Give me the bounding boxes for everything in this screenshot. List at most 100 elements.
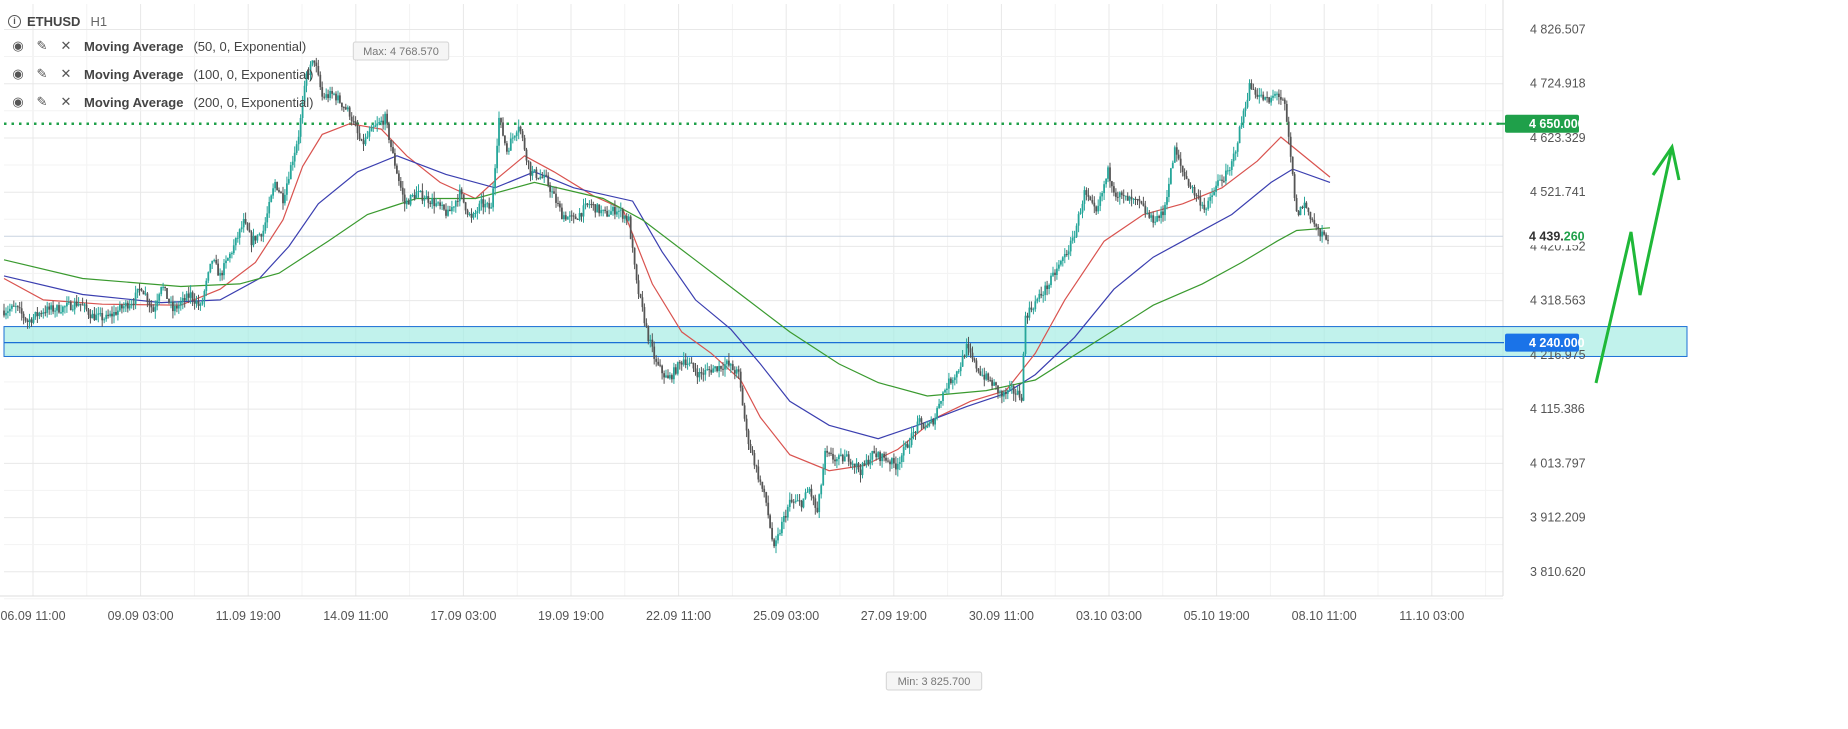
candle-body [582, 205, 585, 217]
close-icon[interactable]: ✕ [60, 38, 72, 53]
candle-body [521, 131, 524, 138]
candle-body [1193, 187, 1196, 196]
candle-body [54, 310, 56, 312]
candle-body [967, 344, 970, 349]
candle-body [248, 229, 251, 233]
close-icon[interactable]: ✕ [60, 66, 72, 81]
candle-body [649, 339, 652, 342]
candle-body [902, 446, 905, 456]
candle-body [282, 193, 284, 204]
candle-body [612, 207, 614, 212]
candle-body [912, 431, 915, 434]
candle-body [69, 302, 72, 310]
info-icon[interactable]: i [8, 14, 21, 28]
candle-body [572, 215, 575, 217]
candle-body [321, 87, 324, 97]
candle-body [863, 463, 866, 465]
candle-body [490, 207, 493, 209]
candle-body [89, 314, 92, 319]
candle-body [936, 408, 938, 419]
candle-body [380, 120, 383, 122]
candle-body [955, 371, 958, 378]
candle-body [433, 198, 436, 207]
candle-body [1113, 186, 1115, 193]
candle-body [975, 360, 978, 369]
candle-body [588, 204, 591, 206]
candle-body [327, 94, 329, 99]
wrench-icon[interactable]: ✎ [36, 66, 48, 81]
candle-body [1091, 200, 1094, 203]
candle-body [818, 494, 821, 513]
candle-body [18, 307, 21, 309]
candle-body [726, 360, 728, 365]
candle-body [633, 247, 636, 265]
price-tick-label: 3 912.209 [1530, 511, 1586, 525]
candle-body [816, 507, 819, 512]
close-icon[interactable]: ✕ [60, 94, 72, 109]
candle-body [804, 492, 807, 499]
candle-body [834, 459, 836, 462]
eye-icon[interactable]: ◉ [12, 94, 24, 109]
candle-body [673, 367, 675, 380]
candle-body [745, 418, 748, 431]
candle-body [191, 292, 194, 301]
candle-body [1130, 196, 1133, 200]
candle-body [67, 302, 70, 303]
candle-body [164, 286, 166, 288]
candle-body [458, 189, 461, 202]
candle-body [934, 418, 936, 425]
candle-body [1219, 179, 1221, 181]
candle-body [1197, 195, 1200, 197]
candle-body [337, 95, 339, 101]
eye-icon[interactable]: ◉ [12, 66, 24, 81]
candle-body [959, 366, 962, 372]
candle-body [631, 239, 634, 248]
wrench-icon[interactable]: ✎ [36, 38, 48, 53]
candle-body [301, 102, 304, 118]
candle-body [1061, 257, 1064, 261]
candle-body [722, 368, 724, 370]
candle-body [527, 160, 530, 163]
candle-body [584, 203, 587, 206]
candle-body [684, 359, 687, 365]
candle-body [193, 300, 196, 304]
candle-body [733, 370, 736, 374]
candle-body [1103, 184, 1105, 194]
candle-body [1154, 221, 1157, 223]
candle-body [409, 195, 412, 205]
candle-body [1034, 301, 1037, 310]
candle-body [439, 202, 441, 206]
candle-body [388, 123, 390, 140]
candle-body [421, 190, 424, 201]
candle-body [339, 95, 341, 103]
candle-body [916, 421, 919, 433]
candle-body [252, 235, 255, 246]
wrench-icon[interactable]: ✎ [36, 94, 48, 109]
candle-body [1128, 196, 1131, 201]
candle-body [170, 302, 172, 303]
candle-body [435, 203, 438, 207]
candle-body [969, 348, 972, 353]
candle-body [883, 453, 885, 458]
candle-body [533, 169, 536, 171]
candle-body [710, 369, 713, 373]
eye-icon[interactable]: ◉ [12, 38, 24, 53]
candle-body [348, 107, 351, 117]
candle-body [906, 443, 909, 448]
candle-body [619, 209, 622, 211]
candle-body [1276, 93, 1278, 95]
candle-body [851, 463, 854, 465]
candle-body [75, 301, 78, 306]
candle-body [1189, 185, 1192, 188]
candle-body [287, 179, 290, 184]
candle-body [223, 263, 225, 276]
min-price-label-box [885, 671, 983, 691]
candle-body [266, 213, 269, 223]
candle-body [179, 301, 182, 306]
candle-body [1124, 195, 1127, 197]
candle-body [48, 306, 51, 310]
candle-body [38, 313, 41, 317]
candle-body [1240, 123, 1243, 127]
candle-body [217, 263, 219, 276]
